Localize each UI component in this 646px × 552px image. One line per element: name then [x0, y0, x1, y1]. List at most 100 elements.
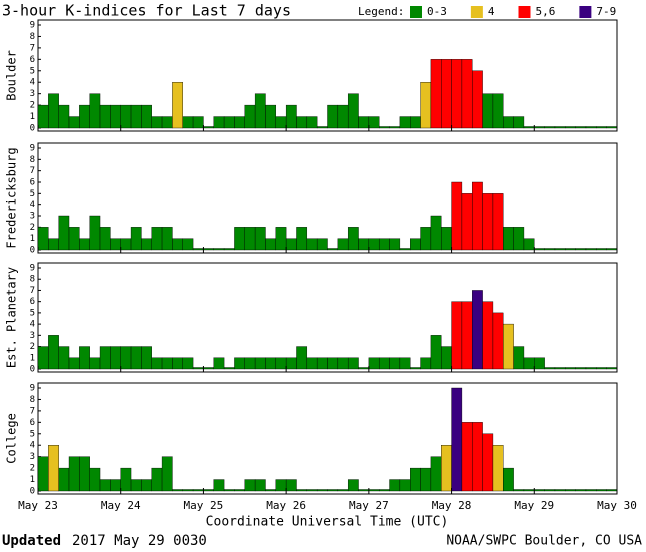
bar: [554, 126, 566, 129]
bar: [141, 479, 152, 492]
bar: [275, 227, 287, 251]
bar: [182, 489, 194, 492]
bar: [203, 489, 214, 492]
y-tick-label: 3: [30, 212, 35, 222]
bar: [58, 215, 70, 251]
legend-swatch: [470, 6, 483, 18]
y-tick-label: 2: [30, 223, 35, 233]
x-tick-label: May 27: [349, 499, 389, 512]
bar: [378, 357, 390, 370]
bar: [192, 367, 204, 370]
bar: [389, 126, 401, 129]
bar: [254, 93, 266, 129]
bar: [585, 248, 597, 251]
bar: [99, 227, 111, 251]
bar: [68, 456, 80, 492]
y-tick-label: 5: [30, 429, 35, 439]
bar: [223, 489, 235, 492]
bar: [585, 489, 597, 492]
bar: [130, 104, 142, 129]
bar: [120, 346, 132, 370]
bar: [172, 489, 183, 492]
bar: [285, 238, 297, 251]
bar: [110, 346, 121, 370]
legend-label: Legend:: [358, 5, 404, 18]
bar: [389, 238, 401, 251]
bar: [337, 104, 349, 129]
bar: [430, 215, 442, 251]
bar: [606, 126, 618, 129]
bar: [192, 116, 204, 129]
panel-frame: [37, 142, 618, 254]
bar: [110, 104, 121, 129]
bar: [130, 227, 142, 251]
bar: [513, 116, 525, 129]
bar: [565, 248, 576, 251]
y-tick-label: 6: [30, 418, 35, 428]
bar: [58, 346, 70, 370]
bar: [151, 357, 163, 370]
bar: [265, 238, 277, 251]
bar: [48, 238, 59, 251]
bar: [523, 238, 535, 251]
bar: [565, 489, 576, 492]
bar: [337, 489, 349, 492]
bar: [316, 357, 328, 370]
y-tick-label: 8: [30, 155, 35, 165]
bar: [265, 357, 277, 370]
bar: [451, 301, 463, 370]
y-tick-label: 9: [30, 384, 35, 394]
legend-swatch: [518, 6, 531, 18]
bar: [596, 126, 607, 129]
bar: [368, 238, 380, 251]
bar: [234, 489, 245, 492]
bar: [192, 489, 204, 492]
bar: [89, 357, 101, 370]
bar: [358, 367, 370, 370]
bar: [265, 104, 277, 129]
bar: [110, 238, 121, 251]
y-tick-label: 5: [30, 189, 35, 199]
x-tick-label: May 28: [432, 499, 472, 512]
bar: [141, 104, 152, 129]
bar: [275, 357, 287, 370]
bar: [244, 227, 256, 251]
bar: [565, 126, 576, 129]
bar: [482, 193, 494, 251]
bar: [410, 467, 421, 492]
bar: [244, 104, 256, 129]
y-tick-label: 8: [30, 395, 35, 405]
bar: [399, 479, 411, 492]
bar: [254, 479, 266, 492]
bar: [358, 238, 370, 251]
bar: [368, 489, 380, 492]
y-tick-label: 9: [30, 21, 35, 31]
bar: [482, 93, 494, 129]
bar: [585, 126, 597, 129]
bar: [141, 346, 152, 370]
bar: [337, 238, 349, 251]
y-tick-label: 8: [30, 32, 35, 42]
bar: [399, 116, 411, 129]
bar: [347, 227, 359, 251]
credit: NOAA/SWPC Boulder, CO USA: [446, 534, 642, 549]
y-tick-label: 5: [30, 308, 35, 318]
bar: [347, 93, 359, 129]
bar: [244, 479, 256, 492]
bar: [492, 312, 504, 370]
bar: [368, 357, 380, 370]
bar: [596, 248, 607, 251]
bar: [327, 489, 339, 492]
bar: [161, 116, 173, 129]
bar: [161, 227, 173, 251]
y-tick-label: 7: [30, 166, 35, 176]
bar: [68, 227, 80, 251]
bar: [441, 346, 452, 370]
bar: [472, 181, 483, 251]
x-tick-label: May 29: [514, 499, 554, 512]
bar: [503, 116, 514, 129]
bar: [285, 357, 297, 370]
bar: [554, 248, 566, 251]
y-axis-label: Est. Planetary: [5, 267, 19, 368]
bar: [492, 93, 504, 129]
